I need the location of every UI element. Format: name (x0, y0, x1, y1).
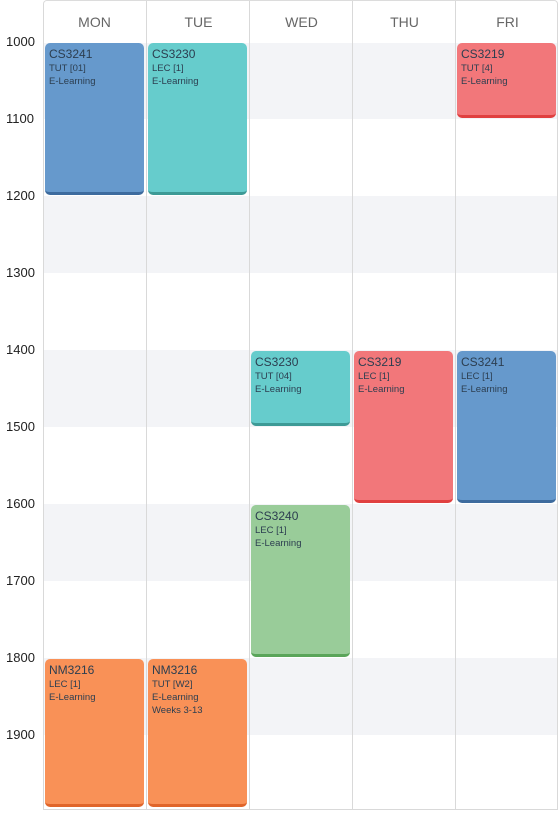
time-label: 1600 (6, 496, 35, 511)
class-detail: LEC [1] (152, 63, 184, 74)
time-label: 1800 (6, 650, 35, 665)
class-block[interactable]: CS3230 LEC [1] E-Learning (148, 43, 247, 195)
day-header: MON (44, 1, 146, 43)
time-label: 1400 (6, 342, 35, 357)
timetable-grid: MON TUE WED THU FRI CS3241 TUT [01] E-Learning C… (43, 0, 558, 810)
class-detail: TUT [W2] (152, 679, 193, 690)
class-detail: E-Learning (152, 76, 199, 87)
class-block[interactable]: CS3230 TUT [04] E-Learning (251, 351, 350, 426)
class-code: NM3216 (49, 663, 95, 677)
class-detail: LEC [1] (49, 679, 81, 690)
class-block[interactable]: NM3216 TUT [W2] E-Learning Weeks 3-13 (148, 659, 247, 807)
class-code: CS3230 (152, 47, 196, 61)
class-detail: LEC [1] (255, 525, 287, 536)
time-label: 1200 (6, 188, 35, 203)
class-code: CS3240 (255, 509, 299, 523)
class-detail: TUT [4] (461, 63, 493, 74)
class-detail: TUT [01] (49, 63, 86, 74)
class-code: NM3216 (152, 663, 198, 677)
time-label: 1900 (6, 727, 35, 742)
day-column-mon: MON (44, 1, 146, 809)
time-label: 1300 (6, 265, 35, 280)
day-column-thu: THU (352, 1, 456, 809)
class-code: CS3230 (255, 355, 299, 369)
time-label: 1500 (6, 419, 35, 434)
class-block[interactable]: CS3240 LEC [1] E-Learning (251, 505, 350, 657)
day-header: THU (353, 1, 456, 43)
class-block[interactable]: CS3219 TUT [4] E-Learning (457, 43, 556, 118)
class-detail: TUT [04] (255, 371, 292, 382)
class-code: CS3219 (358, 355, 402, 369)
class-detail: E-Learning (461, 384, 508, 395)
class-detail: E-Learning (255, 384, 302, 395)
time-label: 1000 (6, 34, 35, 49)
day-column-fri: FRI (455, 1, 557, 809)
class-code: CS3241 (461, 355, 505, 369)
class-detail: LEC [1] (461, 371, 493, 382)
time-label: 1100 (6, 111, 34, 126)
class-detail: E-Learning (49, 76, 96, 87)
class-block[interactable]: NM3216 LEC [1] E-Learning (45, 659, 144, 807)
class-block[interactable]: CS3241 TUT [01] E-Learning (45, 43, 144, 195)
class-detail: E-Learning (461, 76, 508, 87)
class-block[interactable]: CS3241 LEC [1] E-Learning (457, 351, 556, 503)
class-code: CS3241 (49, 47, 93, 61)
day-column-wed: WED (249, 1, 353, 809)
day-header: TUE (147, 1, 250, 43)
day-header: WED (250, 1, 353, 43)
class-code: CS3219 (461, 47, 505, 61)
class-detail: Weeks 3-13 (152, 705, 203, 716)
day-column-tue: TUE (146, 1, 250, 809)
class-detail: E-Learning (49, 692, 96, 703)
class-detail: E-Learning (255, 538, 302, 549)
class-detail: E-Learning (152, 692, 199, 703)
hour-band (44, 196, 557, 273)
class-block[interactable]: CS3219 LEC [1] E-Learning (354, 351, 453, 503)
class-detail: LEC [1] (358, 371, 390, 382)
class-detail: E-Learning (358, 384, 405, 395)
time-label: 1700 (6, 573, 35, 588)
day-header: FRI (456, 1, 557, 43)
